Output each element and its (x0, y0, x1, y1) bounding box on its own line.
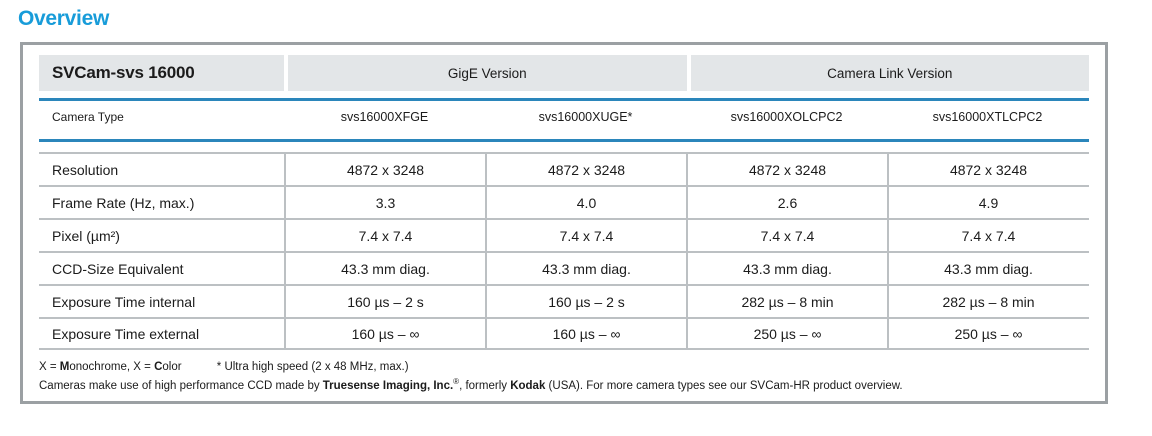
blue-rule-bottom (39, 139, 1089, 142)
spec-cell: 4872 x 3248 (887, 154, 1088, 185)
footnote-ccd-note: Cameras make use of high performance CCD… (39, 377, 903, 392)
camera-type-value: svs16000XOLCPC2 (730, 110, 843, 124)
group-header-gige: GigE Version (288, 55, 687, 91)
footnote-speed-note: * Ultra high speed (2 x 48 MHz, max.) (216, 361, 409, 373)
spec-row-label: CCD-Size Equivalent (52, 260, 184, 277)
spec-cell: 250 µs – ∞ (686, 319, 887, 348)
spec-row-ccd-size: CCD-Size Equivalent 43.3 mm diag. 43.3 m… (39, 251, 1089, 284)
spec-cell: 250 µs – ∞ (887, 319, 1088, 348)
camera-type-value: svs16000XFGE (340, 110, 429, 124)
spec-row-label: Pixel (µm²) (52, 227, 120, 244)
page-title: Overview (18, 7, 109, 30)
footnote-line-1: X = Monochrome, X = Color * Ultra high s… (39, 358, 1089, 377)
group-header-camera-link: Camera Link Version (690, 55, 1089, 91)
spec-cell: 7.4 x 7.4 (485, 220, 686, 251)
spec-cell: 160 µs – 2 s (284, 286, 485, 317)
footnote-line-2: Cameras make use of high performance CCD… (39, 377, 1089, 396)
spec-cell: 2.6 (686, 187, 887, 218)
spec-cell: 7.4 x 7.4 (284, 220, 485, 251)
spec-cell: 4.9 (887, 187, 1088, 218)
overview-spec-table: SVCam-svs 16000 GigE Version Camera Link… (20, 42, 1108, 404)
spec-cell: 282 µs – 8 min (686, 286, 887, 317)
blue-rule-top (39, 98, 1089, 101)
spec-cell: 282 µs – 8 min (887, 286, 1088, 317)
spec-row-exposure-internal: Exposure Time internal 160 µs – 2 s 160 … (39, 284, 1089, 317)
camera-type-value: svs16000XUGE* (538, 110, 633, 124)
spec-cell: 43.3 mm diag. (485, 253, 686, 284)
camera-type-value: svs16000XTLCPC2 (932, 110, 1043, 124)
spec-cell: 4.0 (485, 187, 686, 218)
footnote-legend: X = Monochrome, X = Color (39, 361, 182, 373)
spec-row-label: Frame Rate (Hz, max.) (52, 194, 195, 211)
spec-row-frame-rate: Frame Rate (Hz, max.) 3.3 4.0 2.6 4.9 (39, 185, 1089, 218)
spec-cell: 7.4 x 7.4 (887, 220, 1088, 251)
spec-cell: 3.3 (284, 187, 485, 218)
spec-cell: 7.4 x 7.4 (686, 220, 887, 251)
spec-row-pixel: Pixel (µm²) 7.4 x 7.4 7.4 x 7.4 7.4 x 7.… (39, 218, 1089, 251)
spec-cell: 4872 x 3248 (284, 154, 485, 185)
spec-row-label: Exposure Time external (52, 325, 200, 342)
spec-row-label: Resolution (52, 161, 119, 178)
spec-cell: 4872 x 3248 (686, 154, 887, 185)
spec-row-resolution: Resolution 4872 x 3248 4872 x 3248 4872 … (39, 152, 1089, 185)
spec-cell: 160 µs – ∞ (485, 319, 686, 348)
spec-cell: 160 µs – 2 s (485, 286, 686, 317)
spec-row-label: Exposure Time internal (52, 293, 196, 310)
spec-cell: 43.3 mm diag. (284, 253, 485, 284)
spec-cell: 160 µs – ∞ (284, 319, 485, 348)
spec-cell: 43.3 mm diag. (887, 253, 1088, 284)
table-header-row: SVCam-svs 16000 GigE Version Camera Link… (39, 55, 1089, 91)
footnotes: X = Monochrome, X = Color * Ultra high s… (39, 358, 1089, 396)
spec-grid: Resolution 4872 x 3248 4872 x 3248 4872 … (39, 152, 1089, 350)
product-name-header: SVCam-svs 16000 (39, 55, 284, 91)
spec-cell: 4872 x 3248 (485, 154, 686, 185)
camera-type-label: Camera Type (52, 110, 124, 124)
spec-row-exposure-external: Exposure Time external 160 µs – ∞ 160 µs… (39, 317, 1089, 350)
page: Overview SVCam-svs 16000 GigE Version Ca… (0, 7, 1152, 404)
camera-type-row: Camera Type svs16000XFGE svs16000XUGE* s… (39, 102, 1089, 132)
spec-cell: 43.3 mm diag. (686, 253, 887, 284)
